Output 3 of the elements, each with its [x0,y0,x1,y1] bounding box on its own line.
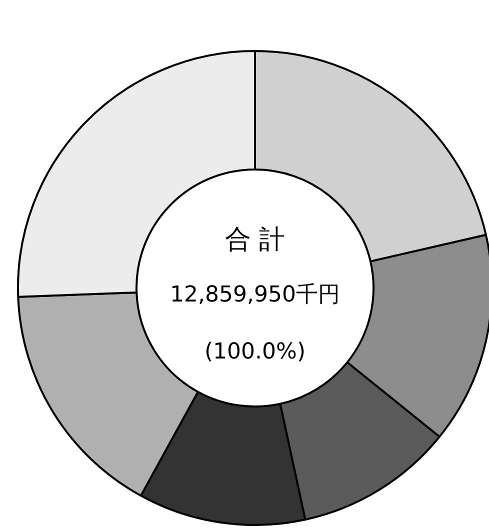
text: 合 計 [224,224,286,255]
text: 12,859,950千円 [170,282,340,308]
text: (100.0%) [204,340,306,365]
